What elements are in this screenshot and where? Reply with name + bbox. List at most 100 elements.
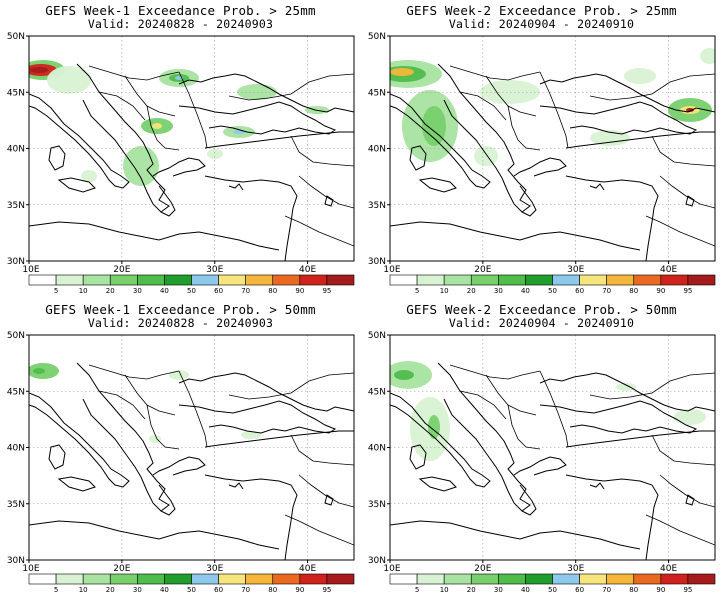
colorbar-label: 50 [187,287,196,295]
colorbar-label: 80 [629,287,638,295]
colorbar-label: 5 [54,287,58,295]
lon-tick-label: 10E [22,564,39,574]
coastline [228,183,244,191]
coastline [539,400,698,434]
probability-area [152,123,162,129]
lon-tick-label: 40E [660,564,677,574]
lon-tick-label: 30E [567,564,584,574]
colorbar-label: 30 [494,287,503,295]
colorbar-swatch [498,573,526,585]
coastline [204,175,298,261]
colorbar-label: 95 [683,586,692,594]
country-border [589,372,715,400]
colorbar-swatch [687,573,716,585]
colorbar-swatch [443,573,472,585]
colorbar-swatch [299,573,328,585]
lat-tick-label: 50N [7,32,25,42]
lat-tick-label: 50N [368,32,386,42]
lat-tick-label: 40N [7,145,25,155]
colorbar-swatch [272,573,301,585]
probability-area [241,431,261,439]
probability-area [700,48,715,64]
probability-area [149,435,161,443]
colorbar-swatch [470,274,499,286]
panel-valid-dates: Valid: 20240904 - 20240910 [448,17,635,31]
lat-tick-label: 50N [7,331,25,341]
coastline [513,456,567,476]
country-border [88,364,180,380]
coastline [418,177,457,193]
panel-title: GEFS Week-1 Exceedance Prob. > 50mm [45,302,316,317]
map-layers [29,36,354,261]
colorbar-label: 5 [415,287,419,295]
probability-area [624,68,656,84]
probability-area [686,108,694,112]
colorbar-label: 50 [548,586,557,594]
colorbar-swatch [525,274,553,286]
lat-tick-label: 35N [368,500,386,510]
colorbar-swatch [606,573,635,585]
coastline [29,93,130,189]
coastline [390,93,491,189]
coastline [76,63,170,213]
country-border [645,514,715,546]
colorbar-swatch [137,274,165,286]
probability-area [81,170,97,182]
probability-area [616,383,636,391]
colorbar-swatch [82,573,111,585]
panel-title: GEFS Week-2 Exceedance Prob. > 50mm [406,302,677,317]
probability-area [207,149,223,159]
colorbar-label: 60 [214,586,223,594]
lon-tick-label: 10E [383,265,400,275]
country-border [298,474,354,508]
colorbar-swatch [660,573,689,585]
colorbar-swatch [579,274,607,286]
colorbar-swatch [55,573,84,585]
colorbar-swatch [272,274,301,286]
colorbar-label: 95 [322,586,331,594]
coastline [29,392,130,488]
coastline [565,175,659,261]
coastline [539,101,698,135]
coastline [565,131,715,149]
colorbar-label: 30 [494,586,503,594]
map-panel-week2-25mm: 50N 45N 40N 35N 30N 10E 20E 30E 40E 5 10 20 30 40 50 60… [361,0,722,299]
panel-valid-dates: Valid: 20240828 - 20240903 [87,316,274,330]
colorbar-swatch [416,274,445,286]
lat-tick-label: 45N [368,88,386,98]
colorbar-swatch [218,573,246,585]
colorbar-swatch [326,573,355,585]
colorbar-swatch [137,573,165,585]
colorbar-swatch [218,274,246,286]
country-border [507,105,541,151]
colorbar-label: 5 [54,586,58,594]
coastline [519,484,537,516]
colorbar-label: 90 [295,287,304,295]
country-border [651,135,715,167]
colorbar-swatch [579,573,607,585]
colorbar-label: 20 [106,287,115,295]
coastline [178,73,354,113]
coastline [437,362,531,512]
panel-title: GEFS Week-2 Exceedance Prob. > 25mm [406,3,677,18]
lon-tick-label: 10E [22,265,39,275]
coastline [204,474,298,560]
lat-tick-label: 30N [7,556,25,566]
lon-tick-label: 40E [299,564,316,574]
map-panel-week1-25mm: 50N 45N 40N 35N 30N 10E 20E 30E 40E 5 10 20 30 40 50 60… [0,0,361,299]
colorbar-swatch [245,274,274,286]
country-border [146,404,180,450]
lat-tick-label: 45N [7,88,25,98]
colorbar-swatch [245,573,274,585]
colorbar-label: 40 [160,287,169,295]
lat-tick-label: 30N [7,257,25,267]
coastline [57,177,96,193]
colorbar-swatch [389,573,418,585]
probability-area [394,370,414,380]
colorbar-label: 60 [575,586,584,594]
lat-tick-label: 30N [368,257,386,267]
colorbar-label: 90 [656,287,665,295]
colorbar-swatch [164,274,192,286]
lat-tick-label: 40N [7,444,25,454]
